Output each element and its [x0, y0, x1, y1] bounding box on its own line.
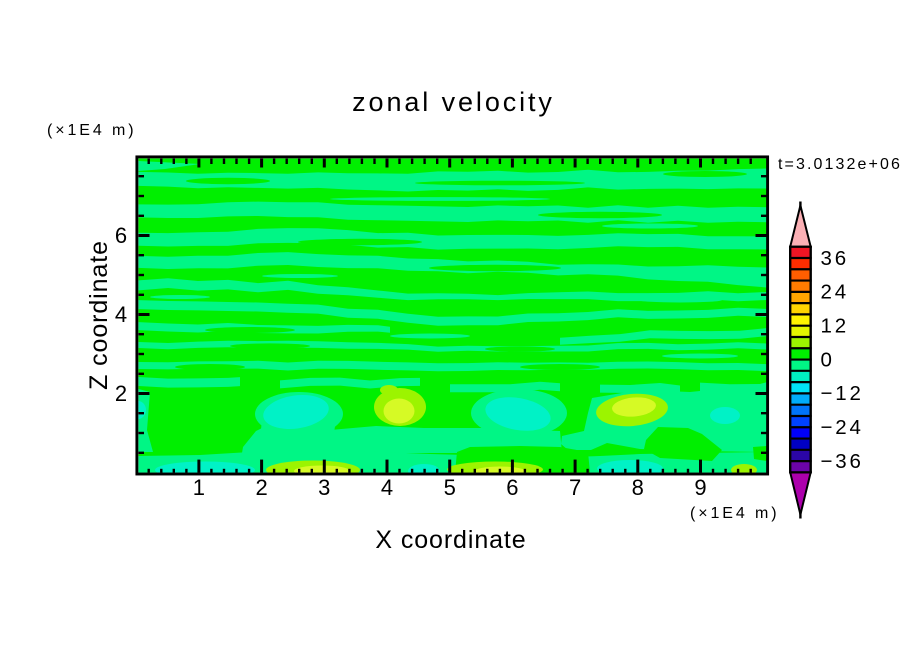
svg-text:−36: −36: [821, 450, 864, 473]
svg-text:4: 4: [115, 302, 127, 327]
svg-text:5: 5: [444, 475, 456, 500]
svg-text:8: 8: [632, 475, 644, 500]
svg-text:−12: −12: [821, 382, 864, 405]
svg-text:2: 2: [255, 475, 267, 500]
svg-text:7: 7: [569, 475, 581, 500]
svg-text:(×1E4 m): (×1E4 m): [690, 505, 779, 522]
svg-text:1: 1: [193, 475, 205, 500]
svg-text:3: 3: [318, 475, 330, 500]
svg-text:6: 6: [115, 223, 127, 248]
svg-text:(×1E4 m): (×1E4 m): [47, 122, 136, 139]
svg-text:0: 0: [821, 348, 835, 371]
svg-text:zonal velocity: zonal velocity: [352, 87, 555, 117]
svg-text:2: 2: [115, 381, 127, 406]
svg-text:4: 4: [381, 475, 393, 500]
svg-text:Z coordinate: Z coordinate: [85, 240, 113, 390]
svg-text:−24: −24: [821, 416, 864, 439]
svg-text:6: 6: [506, 475, 518, 500]
svg-text:24: 24: [821, 281, 849, 304]
svg-text:X coordinate: X coordinate: [375, 526, 526, 554]
svg-text:12: 12: [821, 315, 849, 338]
svg-text:36: 36: [821, 247, 849, 270]
svg-text:t=3.0132e+06: t=3.0132e+06: [778, 156, 902, 173]
svg-text:9: 9: [694, 475, 706, 500]
